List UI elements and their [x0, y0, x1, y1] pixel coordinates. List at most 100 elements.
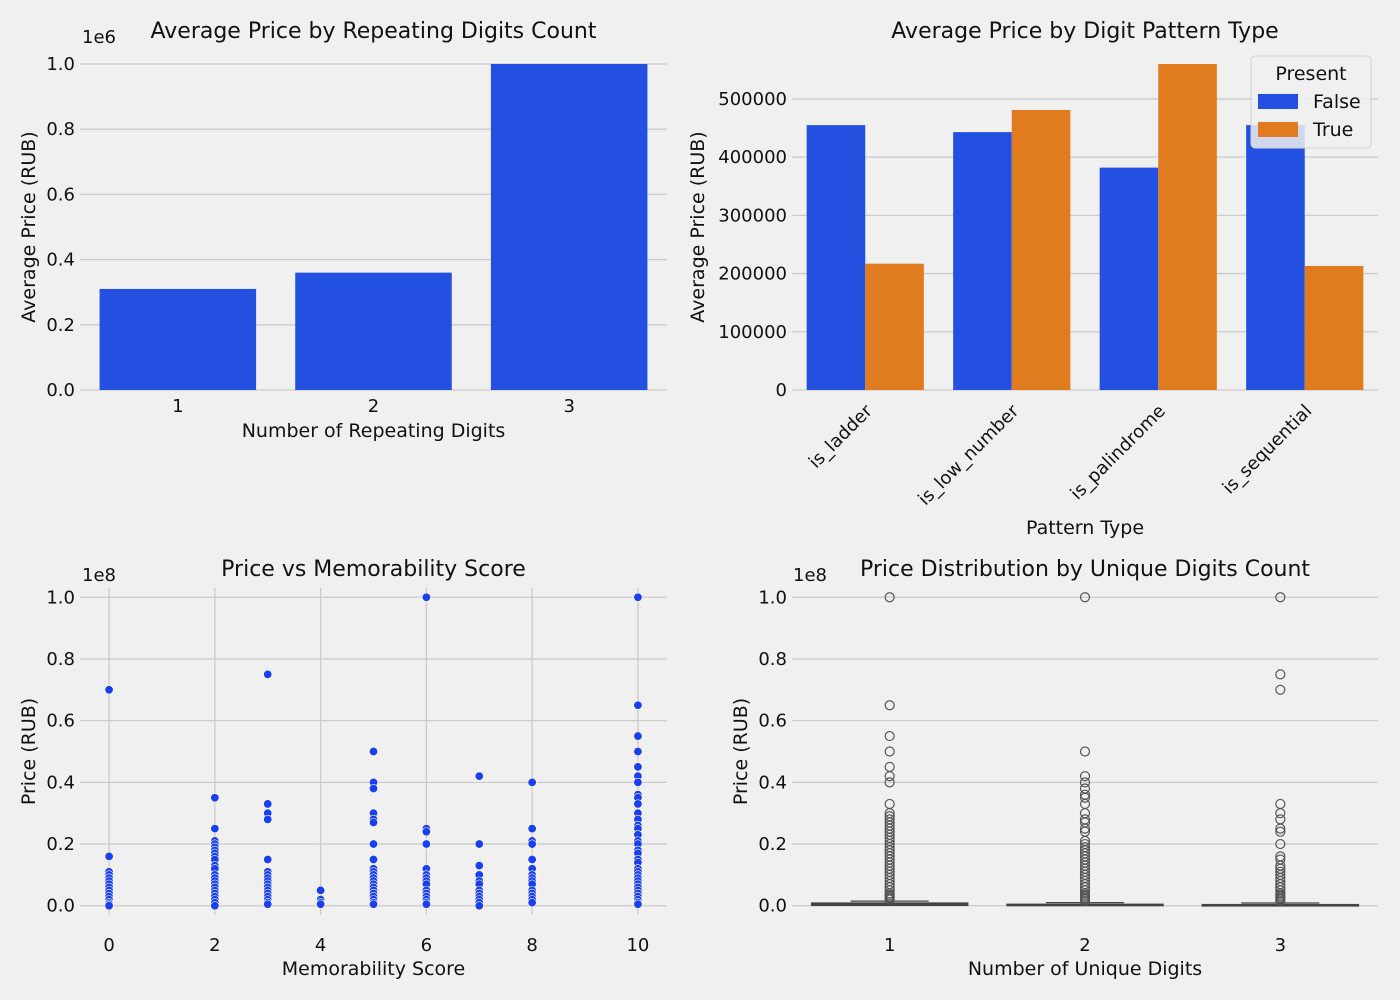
y-tick-label: 0.2 [46, 834, 75, 855]
box-group [1006, 592, 1164, 907]
y-tick-label: 0.0 [46, 896, 75, 917]
scatter-point [421, 899, 431, 909]
scatter-point [474, 839, 484, 849]
x-tick-label: 10 [626, 935, 649, 956]
y-tick-label: 0.2 [758, 834, 787, 855]
scatter-point [263, 899, 273, 909]
y-tick-label: 0.8 [46, 119, 75, 140]
x-tick-label: is_low_number [914, 400, 1024, 510]
box-group [810, 592, 969, 907]
scatter-point [474, 901, 484, 911]
outlier-point [1275, 838, 1286, 850]
scatter-point [368, 817, 378, 827]
bar-true [1304, 266, 1364, 390]
bar-false [953, 132, 1012, 390]
x-tick-label: 1 [172, 396, 183, 417]
outlier-point [884, 894, 895, 905]
bar [490, 64, 648, 390]
panel-3 [80, 588, 667, 915]
x-tick-label: 2 [368, 396, 379, 417]
outlier-point [884, 777, 895, 788]
y-tick-label: 0.4 [46, 772, 75, 793]
bar-true [1158, 64, 1217, 390]
outlier-point [1275, 814, 1286, 825]
outlier-point [1079, 771, 1091, 782]
scatter-point [633, 592, 643, 602]
scatter-point [421, 592, 431, 602]
scatter-point [527, 777, 537, 787]
scatter-point [263, 799, 273, 809]
panel-2 [792, 64, 1378, 391]
y-multiplier-label: 1e8 [82, 565, 116, 586]
outlier-point [1079, 798, 1091, 810]
scatter-point [474, 861, 484, 871]
x-tick-label: 3 [563, 396, 574, 417]
y-multiplier-label: 1e6 [82, 27, 116, 48]
legend-label: True [1312, 119, 1353, 141]
x-axis-label: Pattern Type [1026, 517, 1144, 539]
y-tick-label: 0.8 [46, 649, 75, 670]
scatter-point [527, 854, 537, 864]
y-tick-label: 400000 [718, 147, 787, 168]
y-tick-label: 0.6 [46, 184, 75, 205]
bar-false [1246, 125, 1305, 390]
scatter-point [104, 685, 114, 695]
y-tick-label: 100000 [718, 322, 787, 343]
box-group [1201, 592, 1360, 907]
scatter-point [316, 899, 326, 909]
scatter-point [263, 814, 273, 824]
scatter-point [633, 700, 643, 710]
x-tick-label: is_palindrome [1066, 401, 1169, 504]
scatter-point [633, 762, 643, 772]
y-tick-label: 0.8 [758, 649, 787, 670]
scatter-point [316, 885, 326, 895]
chart-title: Price vs Memorability Score [221, 557, 526, 582]
outlier-point [1275, 798, 1286, 810]
y-tick-label: 1.0 [758, 587, 787, 608]
scatter-point [368, 784, 378, 794]
legend-swatch [1258, 122, 1298, 137]
x-tick-label: 0 [103, 935, 114, 956]
bar-true [865, 263, 924, 390]
y-tick-label: 1.0 [46, 54, 75, 75]
scatter-point [210, 793, 220, 803]
scatter-point [633, 746, 643, 756]
x-axis-label: Number of Repeating Digits [242, 420, 506, 442]
outlier-point [884, 798, 895, 810]
y-axis-label: Price (RUB) [730, 698, 752, 805]
scatter-point [368, 746, 378, 756]
outlier-point [1079, 592, 1091, 603]
scatter-point [104, 901, 114, 911]
x-tick-label: 6 [421, 935, 432, 956]
outlier-point [884, 730, 895, 742]
outlier-point [1275, 808, 1286, 819]
legend-title: Present [1275, 63, 1346, 85]
y-axis-label: Price (RUB) [18, 698, 40, 805]
bar-false [1099, 167, 1159, 390]
y-tick-label: 0.6 [758, 711, 787, 732]
scatter-point [368, 854, 378, 864]
scatter-point [210, 824, 220, 834]
scatter-point [368, 839, 378, 849]
bar [99, 288, 257, 390]
scatter-point [633, 799, 643, 809]
x-tick-label: is_ladder [805, 400, 877, 472]
legend-swatch [1258, 94, 1298, 109]
outlier-point [884, 746, 895, 757]
scatter-point [633, 777, 643, 787]
scatter-point [104, 851, 114, 861]
y-axis-label: Average Price (RUB) [687, 131, 709, 322]
y-tick-label: 200000 [718, 264, 787, 285]
outlier-point [884, 761, 895, 773]
outlier-point [1079, 896, 1091, 907]
outlier-point [1079, 792, 1091, 803]
bar-true [1011, 109, 1071, 390]
outlier-point [1275, 592, 1286, 603]
legend [1250, 55, 1372, 149]
panel-1 [80, 63, 667, 391]
y-tick-label: 500000 [718, 89, 787, 110]
x-tick-label: 3 [1275, 935, 1286, 956]
y-multiplier-label: 1e8 [793, 565, 827, 586]
x-tick-label: 8 [526, 935, 537, 956]
